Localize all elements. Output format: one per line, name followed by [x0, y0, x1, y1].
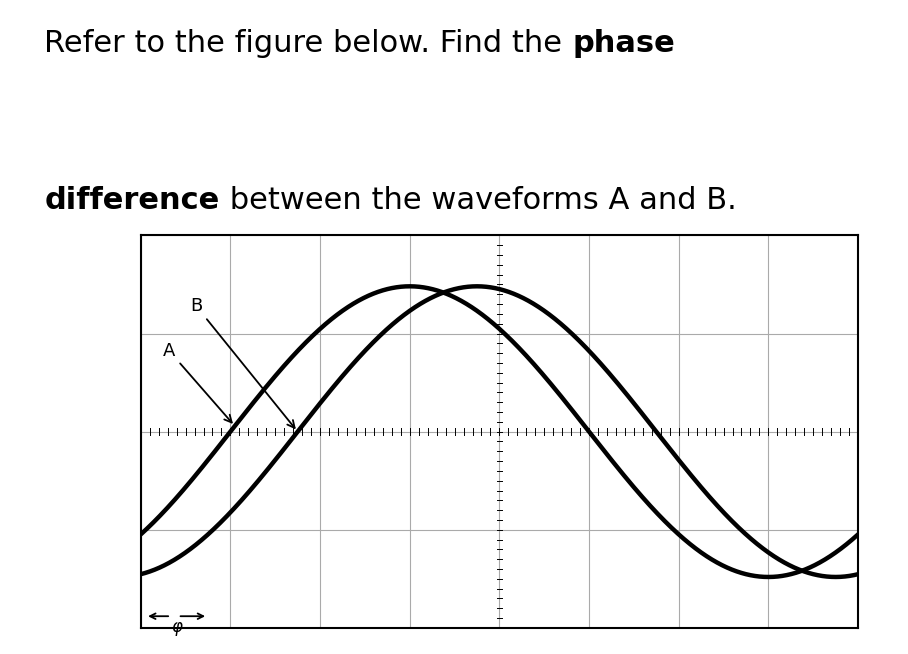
Text: Refer to the figure below. Find the: Refer to the figure below. Find the: [44, 29, 572, 58]
Text: φ: φ: [171, 617, 183, 636]
Text: B: B: [190, 297, 294, 428]
Text: difference: difference: [44, 186, 220, 215]
Text: A: A: [163, 342, 232, 422]
Text: between the waveforms A and B.: between the waveforms A and B.: [220, 186, 736, 215]
Text: phase: phase: [572, 29, 675, 58]
